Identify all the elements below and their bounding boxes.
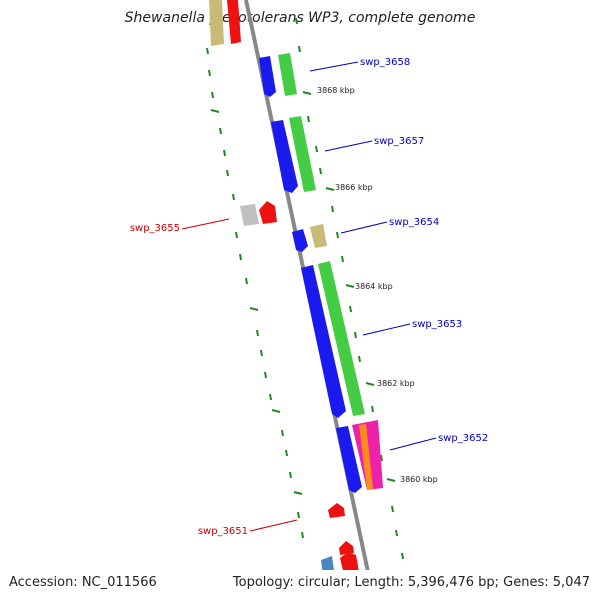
cds-green-3658[interactable]	[278, 53, 297, 96]
cds-blue-3652[interactable]	[336, 426, 362, 493]
cds-steelblue-bottom[interactable]	[321, 556, 338, 600]
cds-red-3655[interactable]	[259, 201, 277, 224]
kbp-label-3862: 3862 kbp	[377, 379, 415, 388]
kbp-label-3860: 3860 kbp	[400, 475, 438, 484]
accession-label: Accession: NC_011566	[9, 575, 157, 590]
outer-ring-ticks	[295, 17, 404, 560]
cds-green-3653[interactable]	[318, 261, 365, 416]
cds-orange-3652[interactable]	[359, 424, 373, 490]
genome-stats-label: Topology: circular; Length: 5,396,476 bp…	[232, 575, 590, 590]
gene-label-swp-3654[interactable]: swp_3654	[389, 217, 439, 228]
cds-red-3651[interactable]	[328, 503, 345, 518]
cds-khaki-3654[interactable]	[310, 224, 327, 248]
cds-grey-3655[interactable]	[240, 204, 259, 226]
gene-label-swp-3658[interactable]: swp_3658	[360, 57, 410, 68]
callout-lines	[181, 61, 437, 532]
kbp-label-3866: 3866 kbp	[335, 183, 373, 192]
cds-red-bottom[interactable]	[340, 552, 364, 600]
cds-blue-3653[interactable]	[301, 265, 346, 418]
cds-red-top[interactable]	[227, 0, 241, 44]
gene-label-swp-3657[interactable]: swp_3657	[374, 136, 424, 147]
cds-blue-3657[interactable]	[271, 120, 298, 193]
cds-blue-3654[interactable]	[292, 229, 308, 252]
cds-red-bottom-small[interactable]	[339, 541, 354, 555]
cds-green-3657[interactable]	[289, 116, 316, 192]
kbp-label-3868: 3868 kbp	[317, 86, 355, 95]
kbp-label-3864: 3864 kbp	[355, 282, 393, 291]
gene-label-swp-3651[interactable]: swp_3651	[198, 526, 248, 537]
gene-label-swp-3652[interactable]: swp_3652	[438, 433, 488, 444]
cds-blue-3658[interactable]	[259, 56, 276, 97]
cds-khaki-top[interactable]	[209, 0, 224, 46]
gene-label-swp-3653[interactable]: swp_3653	[412, 319, 462, 330]
inner-ring-ticks	[206, 47, 304, 539]
gene-label-swp-3655[interactable]: swp_3655	[130, 223, 180, 234]
